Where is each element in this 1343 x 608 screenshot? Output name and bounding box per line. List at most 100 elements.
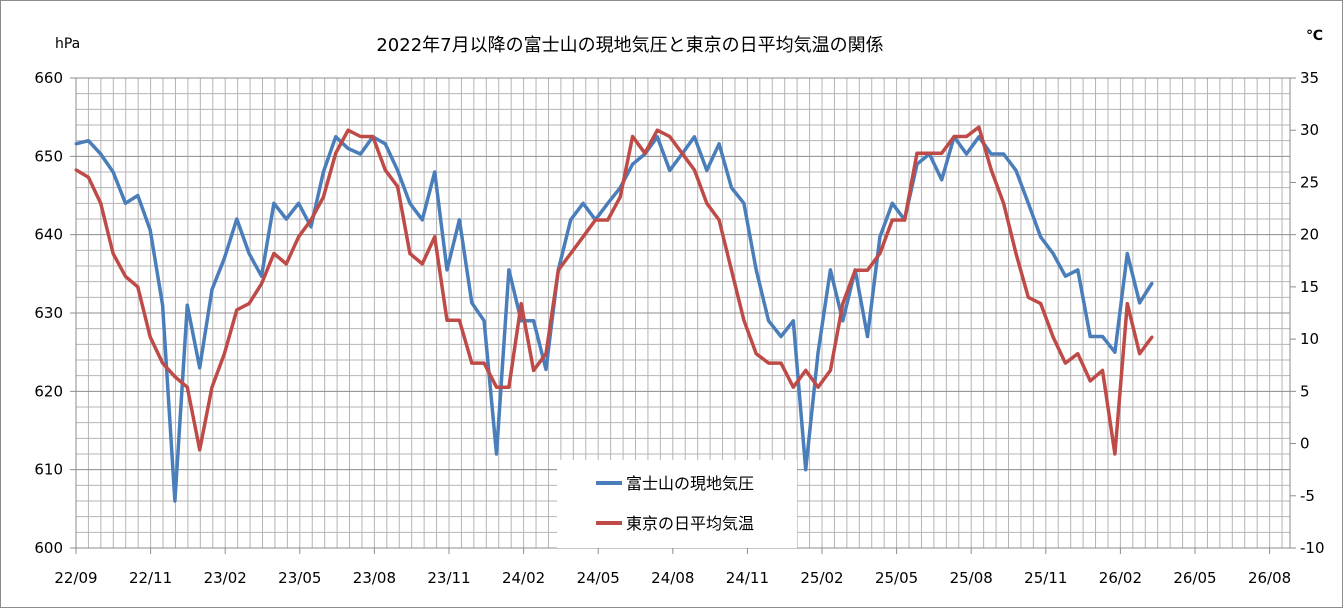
data-point-temperature [569,251,573,255]
data-point-temperature [680,151,684,155]
x-tick-label: 25/05 [875,569,918,587]
data-point-pressure [136,194,140,197]
data-point-pressure [655,135,659,139]
data-point-temperature [940,151,944,155]
data-point-temperature [99,201,103,205]
data-point-pressure [717,142,721,146]
data-point-pressure [1076,268,1080,272]
data-point-temperature [272,251,276,255]
data-point-pressure [692,135,696,139]
data-point-temperature [556,268,560,272]
x-tick-label: 23/02 [204,569,247,587]
data-point-temperature [804,368,808,372]
data-point-temperature [1113,452,1117,456]
right-axis-unit: ℃ [1306,28,1323,44]
data-point-temperature [964,134,968,138]
data-point-pressure [247,251,251,255]
x-tick-label: 24/02 [502,569,545,587]
data-point-pressure [791,319,795,323]
data-point-pressure [878,235,882,239]
data-point-temperature [470,361,474,365]
data-point-temperature [371,134,375,138]
left-tick-label: 650 [34,147,63,165]
data-point-temperature [1063,361,1067,365]
data-point-pressure [482,319,486,323]
data-point-pressure [1138,301,1142,305]
left-tick-label: 610 [34,461,63,479]
data-point-temperature [185,385,189,389]
data-point-pressure [74,142,78,146]
x-tick-label: 24/05 [577,569,620,587]
data-point-pressure [123,201,127,205]
x-tick-label: 23/11 [427,569,470,587]
data-point-temperature [408,251,412,255]
x-tick-label: 24/11 [726,569,769,587]
data-point-pressure [1063,274,1067,278]
data-point-temperature [198,448,202,452]
data-point-temperature [383,168,387,172]
data-point-temperature [816,385,820,389]
data-point-temperature [86,175,90,179]
x-tick-label: 23/05 [278,569,321,587]
data-point-temperature [841,302,845,306]
data-point-temperature [767,361,771,365]
data-point-temperature [878,251,882,255]
data-point-temperature [655,128,659,132]
data-point-temperature [346,128,350,132]
data-point-temperature [791,385,795,389]
data-point-pressure [321,170,325,174]
data-point-temperature [890,218,894,222]
left-axis-unit: hPa [55,36,80,52]
data-point-pressure [1125,251,1129,255]
data-point-pressure [358,152,362,156]
data-point-temperature [729,268,733,272]
right-tick-label: -10 [1300,539,1325,557]
right-tick-label: 30 [1300,121,1319,139]
data-point-temperature [161,361,165,365]
data-point-temperature [705,201,709,205]
data-point-pressure [210,288,214,291]
data-point-temperature [1076,352,1080,356]
data-point-temperature [222,352,226,356]
data-point-temperature [210,385,214,389]
data-point-temperature [1014,251,1018,255]
x-tick-label: 26/05 [1173,569,1216,587]
data-point-pressure [198,366,202,370]
data-point-pressure [470,301,474,305]
data-point-pressure [779,335,783,338]
data-point-pressure [1051,251,1055,255]
data-point-temperature [989,168,993,172]
data-point-temperature [1088,379,1092,383]
left-tick-label: 620 [34,382,63,400]
data-point-temperature [631,134,635,138]
data-point-pressure [86,139,90,143]
x-tick-label: 22/11 [129,569,172,587]
data-point-temperature [1150,335,1154,339]
data-point-temperature [482,361,486,365]
data-point-pressure [420,218,424,222]
data-point-temperature [284,262,288,266]
legend-label-temperature: 東京の日平均気温 [626,514,754,533]
data-point-temperature [74,168,78,172]
data-point-temperature [717,218,721,222]
data-point-temperature [668,134,672,138]
right-tick-label: 10 [1300,330,1319,348]
legend-box [557,460,797,548]
left-tick-label: 640 [34,226,63,244]
data-point-pressure [1101,335,1105,338]
data-point-temperature [136,285,140,289]
data-point-pressure [445,268,449,272]
series-line-pressure [75,135,1154,503]
right-tick-label: -5 [1300,487,1315,505]
data-point-temperature [173,375,177,379]
data-point-temperature [853,268,857,272]
data-point-temperature [606,218,610,222]
x-tick-label: 26/02 [1099,569,1142,587]
left-tick-label: 630 [34,304,63,322]
data-point-temperature [1051,335,1055,339]
data-point-temperature [247,302,251,306]
data-point-temperature [692,168,696,172]
data-point-temperature [643,151,647,155]
data-point-temperature [358,134,362,138]
series-lines [74,125,1154,503]
